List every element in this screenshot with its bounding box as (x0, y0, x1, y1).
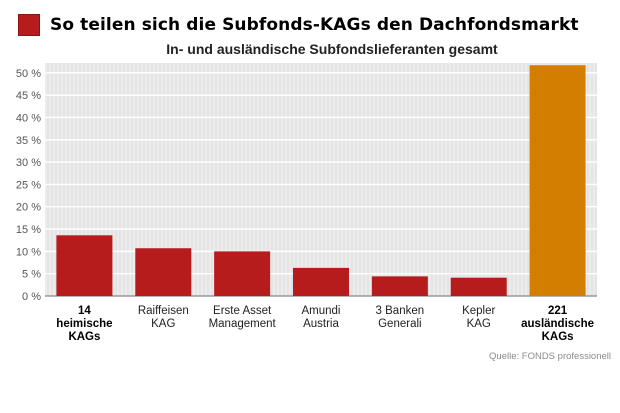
x-category-label: 221 (548, 305, 568, 317)
y-tick-label: 25 % (16, 179, 41, 191)
source-note: Quelle: FONDS professionell (489, 351, 611, 362)
x-category-label: heimische (56, 318, 112, 330)
bar (450, 277, 507, 296)
title-square-icon (18, 14, 40, 36)
y-tick-label: 45 % (16, 90, 41, 102)
bar (135, 248, 192, 296)
x-category-label: Erste Asset (213, 305, 272, 317)
x-category-label: Amundi (302, 305, 341, 317)
x-category-label: ausländische (521, 318, 594, 330)
y-tick-label: 30 % (16, 157, 41, 169)
bar (56, 235, 113, 296)
x-category-label: 14 (78, 305, 91, 317)
x-category-label: KAGs (542, 331, 574, 343)
y-tick-label: 15 % (16, 224, 41, 236)
x-category-label: Generali (378, 318, 421, 330)
title-row: So teilen sich die Subfonds-KAGs den Dac… (18, 14, 579, 36)
x-category-label: Raiffeisen (138, 305, 189, 317)
chart-subtitle: In- und ausländische Subfondslieferanten… (166, 41, 498, 57)
bar (214, 251, 271, 296)
bar (529, 65, 586, 296)
x-category-label: KAG (467, 318, 491, 330)
y-tick-label: 0 % (22, 291, 41, 303)
x-category-label: KAG (151, 318, 175, 330)
x-category-label: KAGs (68, 331, 100, 343)
y-tick-label: 40 % (16, 112, 41, 124)
chart-title: So teilen sich die Subfonds-KAGs den Dac… (50, 15, 579, 35)
y-tick-label: 50 % (16, 68, 41, 80)
bar (293, 267, 349, 296)
y-tick-label: 5 % (22, 269, 41, 281)
x-category-label: Austria (303, 318, 339, 330)
bar (371, 276, 428, 296)
y-tick-label: 20 % (16, 202, 41, 214)
x-category-label: Management (209, 318, 277, 330)
x-category-label: 3 Banken (376, 305, 425, 317)
y-tick-label: 35 % (16, 135, 41, 147)
y-tick-label: 10 % (16, 246, 41, 258)
x-category-label: Kepler (462, 305, 495, 317)
